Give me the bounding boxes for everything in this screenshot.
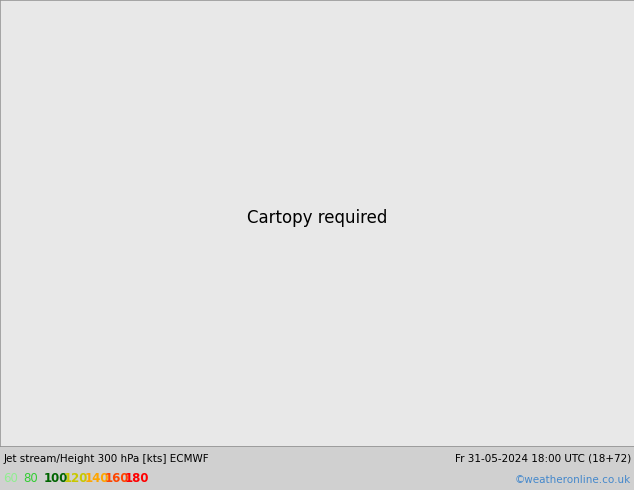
Text: 100: 100 [44, 472, 68, 485]
Text: 180: 180 [125, 472, 150, 485]
Text: Cartopy required: Cartopy required [247, 209, 387, 227]
Text: 120: 120 [64, 472, 88, 485]
Text: 60: 60 [3, 472, 18, 485]
Text: 80: 80 [23, 472, 38, 485]
Text: 160: 160 [105, 472, 129, 485]
Text: ©weatheronline.co.uk: ©weatheronline.co.uk [515, 475, 631, 485]
Text: Jet stream/Height 300 hPa [kts] ECMWF: Jet stream/Height 300 hPa [kts] ECMWF [3, 454, 209, 464]
Text: 140: 140 [84, 472, 109, 485]
Text: Fr 31-05-2024 18:00 UTC (18+72): Fr 31-05-2024 18:00 UTC (18+72) [455, 454, 631, 464]
